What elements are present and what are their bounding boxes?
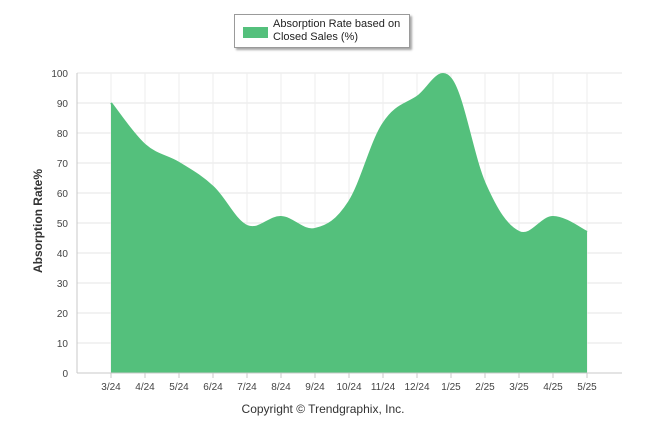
y-tick-label: 40 xyxy=(57,249,69,260)
area-fill xyxy=(111,74,587,373)
y-tick-label: 100 xyxy=(51,69,68,80)
x-tick-label: 11/24 xyxy=(371,382,396,393)
y-axis-title: Absorption Rate% xyxy=(31,169,45,274)
plot-area xyxy=(110,73,588,373)
y-tick-label: 20 xyxy=(57,309,69,320)
y-tick-label: 0 xyxy=(62,369,68,380)
x-tick-label: 3/25 xyxy=(509,382,529,393)
x-tick-label: 5/25 xyxy=(577,382,597,393)
x-tick-label: 5/24 xyxy=(169,382,189,393)
x-tick-label: 9/24 xyxy=(305,382,325,393)
legend-swatch xyxy=(243,27,268,38)
x-tick-label: 4/24 xyxy=(135,382,155,393)
y-tick-label: 30 xyxy=(57,279,69,290)
x-tick-label: 12/24 xyxy=(404,382,429,393)
x-tick-label: 6/24 xyxy=(203,382,223,393)
x-tick-label: 10/24 xyxy=(336,382,361,393)
x-tick-label: 7/24 xyxy=(237,382,257,393)
x-tick-label: 1/25 xyxy=(441,382,461,393)
x-tick-label: 8/24 xyxy=(271,382,291,393)
x-tick-label: 3/24 xyxy=(101,382,121,393)
axes: 0 10 20 30 40 50 60 70 80 90 100 3/24 4/24 5/24 6/24 7/… xyxy=(51,69,622,393)
x-tick-label: 2/25 xyxy=(475,382,495,393)
y-tick-label: 90 xyxy=(57,99,69,110)
legend-label: Absorption Rate based on Closed Sales (%… xyxy=(273,18,401,43)
y-tick-label: 10 xyxy=(57,339,69,350)
y-tick-label: 70 xyxy=(57,159,69,170)
x-tick-label: 4/25 xyxy=(543,382,563,393)
series-line xyxy=(110,73,588,235)
y-tick-label: 50 xyxy=(57,219,69,230)
copyright-footer: Copyright © Trendgraphix, Inc. xyxy=(241,402,405,416)
y-tick-label: 80 xyxy=(57,129,69,140)
legend[interactable]: Absorption Rate based on Closed Sales (%… xyxy=(234,14,410,48)
y-tick-label: 60 xyxy=(57,189,69,200)
